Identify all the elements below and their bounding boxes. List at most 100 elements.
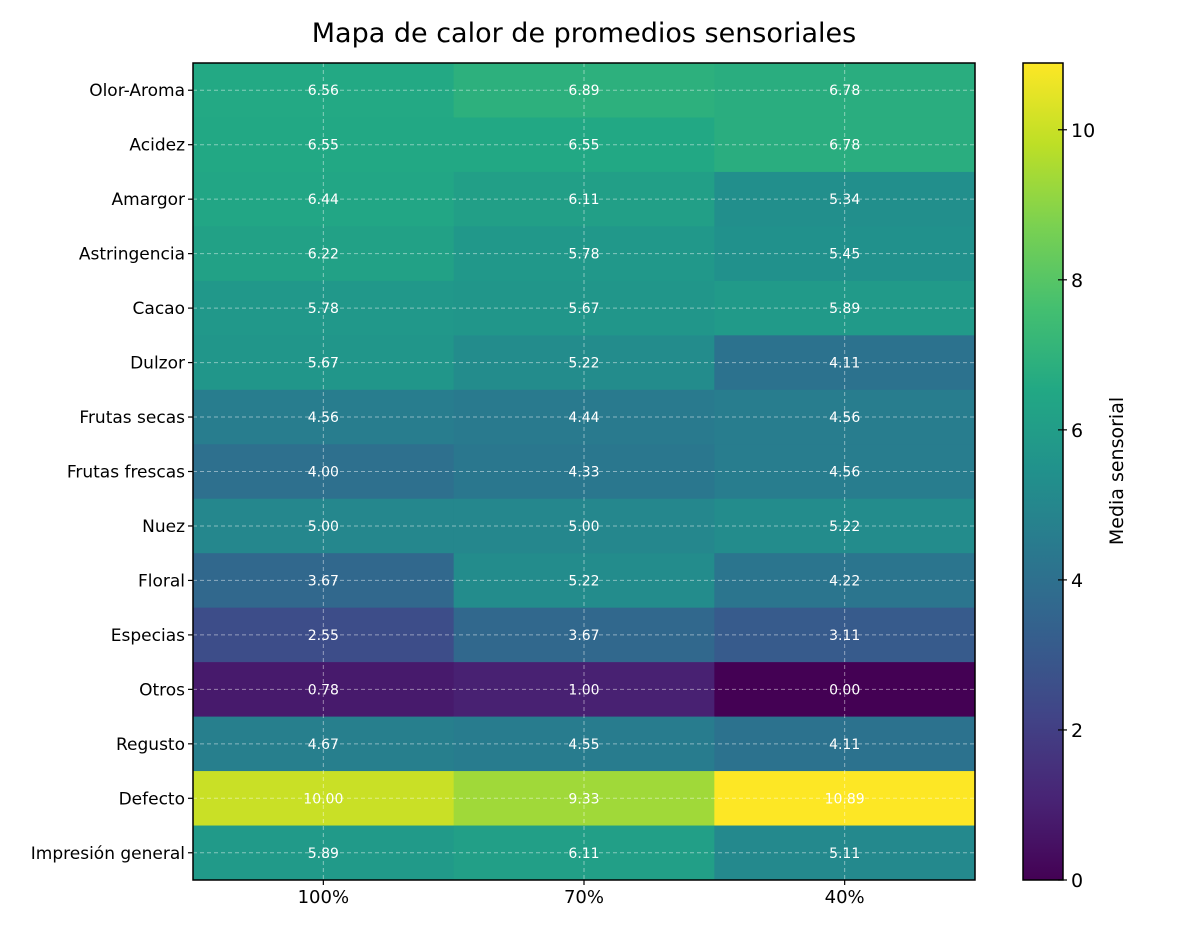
cell-value-label: 6.56 bbox=[308, 83, 339, 99]
cell-value-labels: 6.56 6.89 6.78 6.55 6.55 6.78 6.44 6.11 5.34 6.22… bbox=[303, 83, 864, 862]
heatmap-cell bbox=[193, 498, 455, 554]
x-tick-label: 100% bbox=[298, 887, 349, 908]
heatmap-cell bbox=[453, 825, 715, 881]
heatmap-cell bbox=[453, 226, 715, 282]
colorbar-gradient bbox=[1022, 62, 1064, 881]
heatmap-cell bbox=[714, 63, 976, 118]
heatmap-cell bbox=[453, 607, 715, 663]
heatmap-cell bbox=[714, 607, 976, 663]
cell-value-label: 3.11 bbox=[829, 628, 860, 644]
heatmap-cell bbox=[453, 662, 715, 718]
x-tick-label: 40% bbox=[825, 887, 865, 908]
colorbar-tick-label: 2 bbox=[1071, 720, 1083, 742]
heatmap-cell bbox=[714, 171, 976, 227]
cell-value-label: 4.55 bbox=[568, 737, 599, 753]
cell-value-label: 4.11 bbox=[829, 737, 860, 753]
heatmap-cell bbox=[453, 389, 715, 445]
cell-value-label: 5.34 bbox=[829, 192, 860, 208]
y-tick-label: Olor-Aroma bbox=[89, 81, 185, 101]
colorbar-tick-label: 10 bbox=[1071, 120, 1095, 142]
grid-lines bbox=[193, 63, 975, 880]
cell-value-label: 3.67 bbox=[568, 628, 599, 644]
colorbar-ticks: 0 2 4 6 8 10 bbox=[1058, 120, 1095, 892]
cell-value-label: 5.00 bbox=[568, 519, 599, 535]
cell-value-label: 0.00 bbox=[829, 682, 860, 698]
cell-value-label: 5.67 bbox=[308, 356, 339, 372]
heatmap-cell bbox=[453, 280, 715, 336]
heatmap-cell bbox=[714, 389, 976, 445]
cell-value-label: 5.89 bbox=[829, 301, 860, 317]
heatmap-cell bbox=[193, 771, 455, 827]
heatmap-cell bbox=[193, 280, 455, 336]
x-axis: 100% 70% 40% bbox=[298, 880, 865, 908]
y-tick-label: Cacao bbox=[133, 299, 185, 319]
cell-value-label: 6.55 bbox=[308, 138, 339, 154]
cell-value-label: 4.56 bbox=[829, 410, 860, 426]
colorbar: 0 2 4 6 8 10 Media sensorial bbox=[1022, 62, 1128, 892]
heatmap-cell bbox=[193, 825, 455, 881]
heatmap-cell bbox=[193, 63, 455, 118]
cell-value-label: 5.00 bbox=[308, 519, 339, 535]
y-tick-label: Dulzor bbox=[130, 354, 185, 374]
heatmap-cell bbox=[193, 335, 455, 391]
cell-value-label: 4.56 bbox=[308, 410, 339, 426]
heatmap-cell bbox=[193, 553, 455, 609]
x-tick-label: 70% bbox=[564, 887, 604, 908]
cell-value-label: 1.00 bbox=[568, 682, 599, 698]
colorbar-tick-label: 0 bbox=[1071, 870, 1083, 892]
y-tick-label: Acidez bbox=[129, 136, 185, 156]
y-tick-label: Defecto bbox=[119, 789, 185, 809]
heatmap-cell bbox=[714, 280, 976, 336]
cell-value-label: 5.67 bbox=[568, 301, 599, 317]
y-tick-label: Nuez bbox=[142, 517, 185, 537]
heatmap-cell bbox=[714, 226, 976, 282]
y-tick-label: Regusto bbox=[116, 735, 185, 755]
heatmap-cell bbox=[714, 825, 976, 881]
heatmap-cell bbox=[714, 771, 976, 827]
heatmap-cell bbox=[453, 171, 715, 227]
cell-value-label: 4.67 bbox=[308, 737, 339, 753]
heatmap-cell bbox=[193, 607, 455, 663]
cell-value-label: 5.11 bbox=[829, 846, 860, 862]
cell-value-label: 4.44 bbox=[568, 410, 599, 426]
cell-value-label: 4.33 bbox=[568, 465, 599, 481]
y-tick-label: Astringencia bbox=[79, 245, 185, 265]
cell-value-label: 4.11 bbox=[829, 356, 860, 372]
heatmap-cell bbox=[193, 662, 455, 718]
cell-value-label: 6.78 bbox=[829, 83, 860, 99]
heatmap-cell bbox=[714, 444, 976, 500]
cell-value-label: 5.78 bbox=[308, 301, 339, 317]
heatmap-cell bbox=[193, 117, 455, 173]
cell-value-label: 5.22 bbox=[568, 573, 599, 589]
chart-title: Mapa de calor de promedios sensoriales bbox=[312, 18, 856, 49]
heatmap-cell bbox=[714, 662, 976, 718]
cell-value-label: 2.55 bbox=[308, 628, 339, 644]
cell-value-label: 6.11 bbox=[568, 192, 599, 208]
heatmap-cell bbox=[453, 117, 715, 173]
cell-value-label: 5.22 bbox=[568, 356, 599, 372]
heatmap-cell bbox=[193, 444, 455, 500]
heatmap-cell bbox=[453, 771, 715, 827]
cell-value-label: 4.00 bbox=[308, 465, 339, 481]
cell-value-label: 3.67 bbox=[308, 573, 339, 589]
cell-value-label: 5.89 bbox=[308, 846, 339, 862]
heatmap-cell bbox=[714, 117, 976, 173]
cell-value-label: 10.89 bbox=[825, 791, 865, 807]
y-tick-label: Especias bbox=[111, 626, 185, 646]
cell-value-label: 5.22 bbox=[829, 519, 860, 535]
heatmap-cell bbox=[453, 553, 715, 609]
cell-value-label: 4.22 bbox=[829, 573, 860, 589]
y-tick-label: Otros bbox=[139, 680, 185, 700]
colorbar-tick-label: 6 bbox=[1071, 420, 1083, 442]
colorbar-label: Media sensorial bbox=[1106, 397, 1128, 545]
y-axis: Olor-Aroma Acidez Amargor Astringencia Cacao… bbox=[31, 81, 193, 864]
y-tick-label: Floral bbox=[138, 571, 185, 591]
cell-value-label: 6.11 bbox=[568, 846, 599, 862]
cell-value-label: 6.44 bbox=[308, 192, 339, 208]
heatmap-cell bbox=[193, 716, 455, 772]
cell-value-label: 10.00 bbox=[303, 791, 343, 807]
heatmap-cell bbox=[453, 498, 715, 554]
y-tick-label: Amargor bbox=[112, 190, 185, 210]
heatmap-cell bbox=[453, 444, 715, 500]
